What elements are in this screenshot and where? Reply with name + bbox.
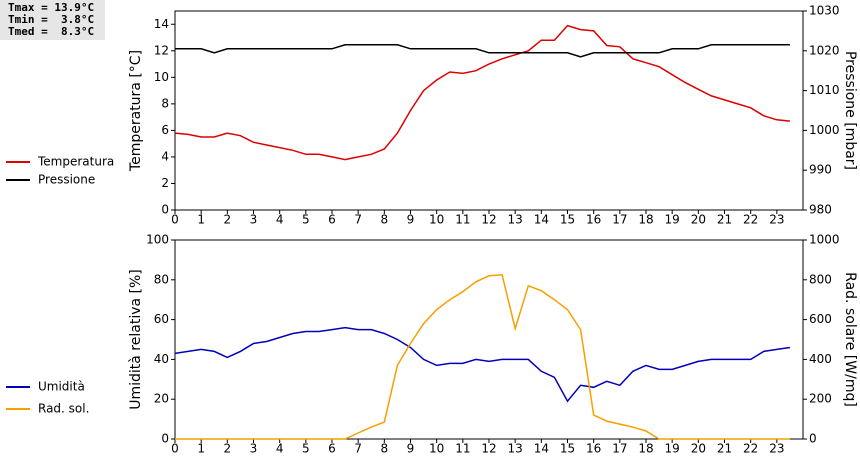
x-tick-label: 3 — [250, 213, 258, 227]
x-tick-label: 19 — [665, 442, 680, 456]
y2-tick-label: 980 — [809, 203, 832, 217]
x-tick-label: 12 — [481, 213, 496, 227]
x-tick-label: 18 — [638, 442, 653, 456]
series-line — [175, 44, 790, 58]
y-tick-label: 0 — [161, 432, 169, 446]
x-tick-label: 13 — [508, 442, 523, 456]
y2-axis-label: Rad. solare [W/mq] — [842, 272, 858, 407]
y-tick-label: 6 — [161, 123, 169, 137]
x-tick-label: 20 — [691, 442, 706, 456]
x-tick-label: 16 — [586, 442, 601, 456]
legend-label: Rad. sol. — [38, 402, 89, 416]
y-tick-label: 60 — [154, 312, 169, 326]
y2-tick-label: 0 — [809, 432, 817, 446]
y-axis-label: Temperatura [°C] — [128, 50, 144, 172]
y-tick-label: 4 — [161, 149, 169, 163]
x-tick-label: 17 — [612, 213, 627, 227]
x-tick-label: 12 — [481, 442, 496, 456]
x-tick-label: 13 — [508, 213, 523, 227]
plot-frame — [174, 10, 804, 211]
x-tick-label: 9 — [407, 442, 415, 456]
x-tick-label: 1 — [197, 442, 205, 456]
x-tick-label: 5 — [302, 442, 310, 456]
x-tick-label: 10 — [429, 442, 444, 456]
x-tick-label: 16 — [586, 213, 601, 227]
x-tick-label: 6 — [328, 442, 336, 456]
x-tick-label: 7 — [354, 213, 362, 227]
y-tick-label: 2 — [161, 176, 169, 190]
x-tick-label: 4 — [276, 442, 284, 456]
x-tick-label: 11 — [455, 442, 470, 456]
y-tick-label: 20 — [154, 392, 169, 406]
y2-tick-label: 1030 — [809, 4, 840, 18]
x-tick-label: 20 — [691, 213, 706, 227]
y2-tick-label: 990 — [809, 163, 832, 177]
plot-frame — [174, 239, 804, 440]
y-tick-label: 8 — [161, 96, 169, 110]
x-tick-label: 23 — [769, 442, 784, 456]
x-tick-label: 21 — [717, 213, 732, 227]
stat-text: Tmax = 13.9°C — [8, 1, 94, 14]
x-tick-label: 22 — [743, 442, 758, 456]
stat-text: Tmed = 8.3°C — [8, 25, 94, 38]
y-tick-label: 12 — [154, 43, 169, 57]
y-tick-label: 100 — [146, 233, 169, 247]
x-tick-label: 10 — [429, 213, 444, 227]
x-tick-label: 23 — [769, 213, 784, 227]
stat-text: Tmin = 3.8°C — [8, 13, 94, 26]
x-tick-label: 15 — [560, 213, 575, 227]
legend-label: Temperatura — [37, 155, 114, 169]
series-line — [175, 274, 790, 440]
series-line — [174, 24, 790, 161]
x-tick-label: 11 — [455, 213, 470, 227]
x-tick-label: 2 — [224, 213, 232, 227]
y-tick-label: 10 — [154, 70, 169, 84]
y-tick-label: 0 — [161, 203, 169, 217]
x-tick-label: 1 — [197, 213, 205, 227]
x-tick-label: 8 — [381, 213, 389, 227]
y-tick-label: 40 — [154, 352, 169, 366]
y2-tick-label: 1000 — [809, 123, 840, 137]
x-tick-label: 6 — [328, 213, 336, 227]
x-tick-label: 19 — [665, 213, 680, 227]
x-tick-label: 5 — [302, 213, 310, 227]
x-tick-label: 8 — [381, 442, 389, 456]
y2-axis-label: Pressione [mbar] — [842, 51, 858, 170]
y2-tick-label: 800 — [809, 272, 832, 286]
x-tick-label: 14 — [534, 442, 549, 456]
x-tick-label: 7 — [354, 442, 362, 456]
y2-tick-label: 1000 — [809, 233, 840, 247]
series-line — [174, 326, 791, 403]
y2-tick-label: 200 — [809, 392, 832, 406]
y2-tick-label: 1010 — [809, 83, 840, 97]
x-tick-label: 0 — [171, 213, 179, 227]
y2-tick-label: 600 — [809, 312, 832, 326]
x-tick-label: 2 — [224, 442, 232, 456]
x-tick-label: 17 — [612, 442, 627, 456]
x-tick-label: 18 — [638, 213, 653, 227]
x-tick-label: 0 — [171, 442, 179, 456]
stats-box — [0, 0, 105, 40]
x-tick-label: 22 — [743, 213, 758, 227]
x-tick-label: 9 — [407, 213, 415, 227]
legend-label: Pressione — [38, 173, 95, 187]
legend-label: Umidità — [38, 380, 85, 394]
x-tick-label: 14 — [534, 213, 549, 227]
x-tick-label: 4 — [276, 213, 284, 227]
y2-tick-label: 1020 — [809, 43, 840, 57]
x-tick-label: 15 — [560, 442, 575, 456]
y-axis-label: Umidità relativa [%] — [128, 269, 144, 410]
y-tick-label: 80 — [154, 272, 169, 286]
x-tick-label: 3 — [250, 442, 258, 456]
y-tick-label: 14 — [154, 17, 169, 31]
y2-tick-label: 400 — [809, 352, 832, 366]
x-tick-label: 21 — [717, 442, 732, 456]
